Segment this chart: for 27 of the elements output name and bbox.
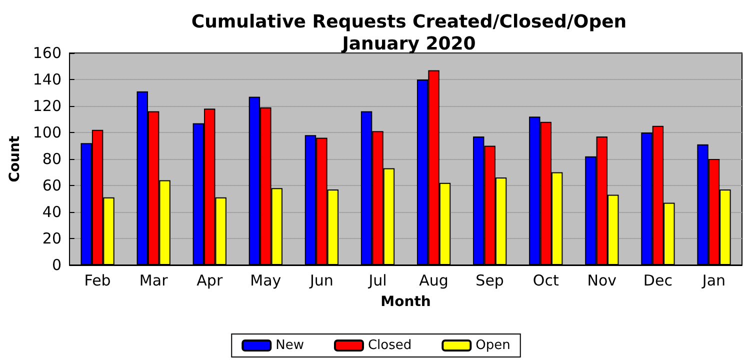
x-axis-title: Month [380, 294, 431, 310]
legend-label: Closed [368, 338, 412, 353]
x-tick-label: Jul [368, 272, 387, 290]
x-tick-label: Nov [587, 272, 617, 290]
y-tick-label: 20 [42, 230, 62, 248]
legend-label: Open [476, 338, 510, 353]
y-tick-label: 60 [42, 176, 62, 194]
y-tick-label: 100 [32, 124, 62, 142]
x-tick-label: Dec [643, 272, 672, 290]
x-tick-label: Oct [532, 272, 559, 290]
x-tick-label: Aug [419, 272, 448, 290]
x-tick-label: Sep [476, 272, 504, 290]
x-tick-label: May [250, 272, 282, 290]
y-tick-label: 120 [32, 97, 62, 115]
chart-title: Cumulative Requests Created/Closed/Open January 2020 [191, 12, 627, 54]
x-tick-label: Jun [308, 272, 334, 290]
y-tick-label: 160 [32, 44, 62, 62]
y-tick-label: 40 [42, 203, 62, 221]
y-tick-label: 140 [32, 70, 62, 88]
x-tick-label: Jan [701, 272, 726, 290]
y-tick-label: 80 [42, 150, 62, 168]
legend-label: New [276, 338, 304, 353]
x-tick-label: Apr [196, 272, 224, 290]
y-axis-title: Count [7, 135, 23, 182]
x-tick-label: Mar [139, 272, 169, 290]
y-tick-label: 0 [52, 256, 62, 274]
x-tick-label: Feb [84, 272, 111, 290]
